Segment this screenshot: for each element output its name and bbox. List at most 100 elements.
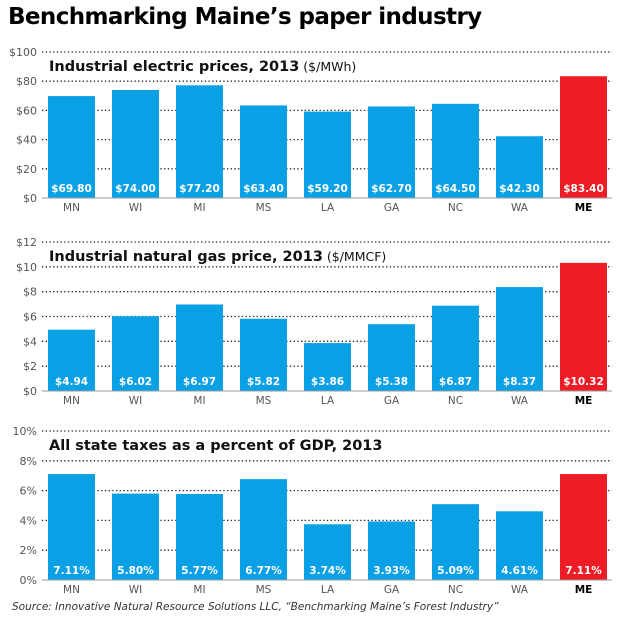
data-label-wi: $6.02: [119, 376, 152, 388]
bar-nc: [432, 504, 479, 580]
data-label-la: $3.86: [311, 376, 344, 388]
x-tick-label-nc: NC: [448, 584, 463, 596]
x-tick-label-ms: MS: [256, 395, 272, 407]
data-label-mn: $69.80: [51, 183, 92, 195]
y-tick-label: 6%: [20, 485, 37, 498]
x-tick-label-ga: GA: [384, 202, 400, 214]
x-tick-label-nc: NC: [448, 395, 463, 407]
data-label-wi: $74.00: [115, 183, 156, 195]
x-tick-label-me: ME: [575, 395, 593, 407]
bar-wa: [496, 287, 543, 391]
bar-wi: [112, 493, 159, 580]
bar-mi: [176, 85, 223, 198]
y-tick-label: $20: [16, 163, 37, 176]
data-label-ga: 3.93%: [373, 565, 410, 577]
chart-unit: ($/MWh): [299, 59, 356, 74]
y-tick-label: $12: [16, 236, 37, 249]
data-label-nc: $64.50: [435, 183, 476, 195]
x-tick-label-wi: WI: [129, 395, 142, 407]
y-tick-label: $4: [23, 335, 37, 348]
y-tick-label: $60: [16, 104, 37, 117]
data-label-me: $83.40: [563, 183, 604, 195]
data-label-mi: $77.20: [179, 183, 220, 195]
data-label-mn: $4.94: [55, 376, 88, 388]
x-tick-label-mi: MI: [193, 202, 205, 214]
x-tick-label-la: LA: [321, 584, 335, 596]
data-label-la: 3.74%: [309, 565, 346, 577]
y-tick-label: 4%: [20, 514, 37, 527]
bar-mi: [176, 494, 223, 580]
bar-wa: [496, 136, 543, 198]
bar-la: [304, 524, 351, 580]
y-tick-label: 2%: [20, 544, 37, 557]
x-tick-label-me: ME: [575, 584, 593, 596]
x-tick-label-la: LA: [321, 395, 335, 407]
data-label-wa: $42.30: [499, 183, 540, 195]
state-taxes-chart: 0% 2% 4% 6% 8% 10% 7.11% MN 5.80% WI 5.77% MI 6.77% M…: [13, 425, 612, 596]
data-label-ms: $5.82: [247, 376, 280, 388]
bar-nc: [432, 103, 479, 198]
bar-mn: [48, 474, 95, 580]
data-label-mn: 7.11%: [53, 565, 90, 577]
data-label-me: 7.11%: [565, 565, 602, 577]
data-label-ms: $63.40: [243, 183, 284, 195]
data-label-wa: $8.37: [503, 376, 536, 388]
source-note: Source: Innovative Natural Resource Solu…: [12, 601, 499, 613]
y-tick-label: 10%: [13, 425, 37, 438]
y-tick-label: $80: [16, 75, 37, 88]
x-tick-label-me: ME: [575, 202, 593, 214]
y-tick-label: $10: [16, 261, 37, 274]
data-label-ga: $62.70: [371, 183, 412, 195]
bar-mn: [48, 329, 95, 391]
x-tick-label-ms: MS: [256, 202, 272, 214]
x-tick-label-wi: WI: [129, 584, 142, 596]
y-tick-label: $8: [23, 286, 37, 299]
x-tick-label-wa: WA: [511, 584, 529, 596]
x-tick-label-wi: WI: [129, 202, 142, 214]
bar-la: [304, 111, 351, 198]
y-tick-label: $6: [23, 311, 37, 324]
bar-wi: [112, 89, 159, 198]
x-tick-label-wa: WA: [511, 202, 529, 214]
x-tick-label-ga: GA: [384, 395, 400, 407]
bar-ms: [240, 105, 287, 198]
x-tick-label-wa: WA: [511, 395, 529, 407]
bar-ga: [368, 521, 415, 580]
data-label-ms: 6.77%: [245, 565, 282, 577]
bar-ga: [368, 324, 415, 391]
bar-ga: [368, 106, 415, 198]
chart-title: Industrial natural gas price, 2013 ($/MM…: [49, 249, 386, 265]
page-title: Benchmarking Maine’s paper industry: [8, 4, 482, 30]
electric-price-chart: $0 $20 $40 $60 $80 $100 $69.80 MN $74.00 WI $77.20…: [9, 46, 612, 214]
bar-ms: [240, 479, 287, 580]
y-tick-label: 8%: [20, 455, 37, 468]
data-label-la: $59.20: [307, 183, 348, 195]
bar-mn: [48, 96, 95, 198]
x-tick-label-ga: GA: [384, 584, 400, 596]
y-tick-label: $100: [9, 46, 37, 59]
x-tick-label-mn: MN: [63, 202, 80, 214]
data-label-wa: 4.61%: [501, 565, 538, 577]
y-tick-label: 0%: [20, 574, 37, 587]
x-tick-label-mn: MN: [63, 584, 80, 596]
bar-me: [560, 76, 607, 198]
y-tick-label: $0: [23, 192, 37, 205]
data-label-me: $10.32: [563, 376, 604, 388]
x-tick-label-nc: NC: [448, 202, 463, 214]
data-label-mi: 5.77%: [181, 565, 218, 577]
x-tick-label-la: LA: [321, 202, 335, 214]
natural-gas-price-chart: $0 $2 $4 $6 $8 $10 $12 $4.94 MN $6.02 WI $6.97 MI $5.…: [16, 236, 612, 407]
y-tick-label: $2: [23, 360, 37, 373]
chart-title: All state taxes as a percent of GDP, 201…: [49, 438, 382, 454]
chart-unit: ($/MMCF): [323, 249, 386, 264]
data-label-wi: 5.80%: [117, 565, 154, 577]
bar-la: [304, 343, 351, 391]
data-label-nc: 5.09%: [437, 565, 474, 577]
bar-ms: [240, 318, 287, 391]
bar-mi: [176, 304, 223, 391]
x-tick-label-mn: MN: [63, 395, 80, 407]
y-tick-label: $40: [16, 134, 37, 147]
x-tick-label-mi: MI: [193, 584, 205, 596]
bar-me: [560, 262, 607, 391]
data-label-nc: $6.87: [439, 376, 472, 388]
